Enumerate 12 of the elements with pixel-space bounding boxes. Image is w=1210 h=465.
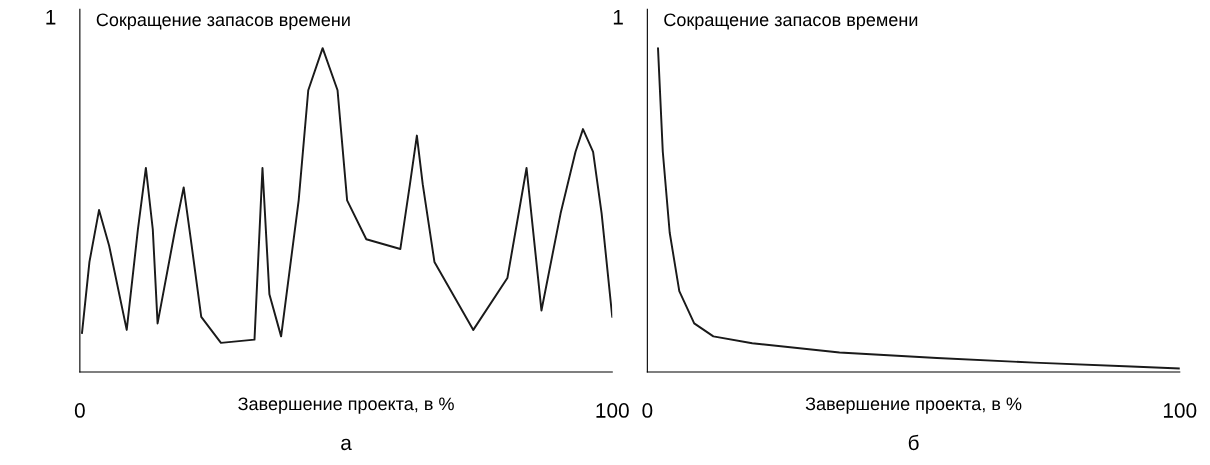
chart-title: Сокращение запасов времени (664, 13, 918, 30)
text: а (341, 438, 352, 451)
chart-title: Сокращение запасов времени (96, 13, 350, 30)
x-axis-title: Завершение проекта, в % (238, 397, 454, 414)
x-tick-label: 100 (1163, 403, 1197, 418)
x-tick-label: 0 (74, 403, 85, 418)
x-tick-label: 0 (642, 403, 653, 418)
x-tick-label: 100 (596, 403, 629, 418)
text: 1 (613, 10, 623, 25)
x-axis-title: Завершение проекта, в % (805, 397, 1022, 414)
text: б (908, 434, 919, 451)
text: 1 (46, 10, 56, 25)
